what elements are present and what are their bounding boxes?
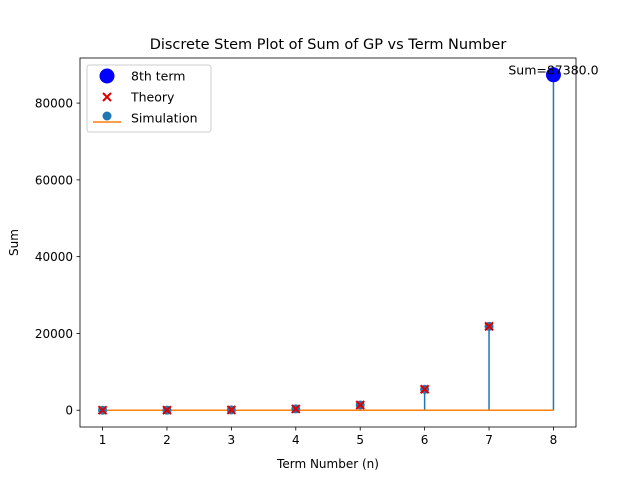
legend-box bbox=[86, 64, 212, 133]
theory-marker-stroke bbox=[355, 400, 365, 410]
x-tick-label: 6 bbox=[421, 433, 429, 447]
theory-marker-7 bbox=[484, 321, 494, 332]
theory-marker-2 bbox=[162, 405, 172, 415]
y-tick-label: 0 bbox=[65, 404, 73, 418]
y-tick-label: 40000 bbox=[35, 250, 73, 264]
theory-marker-stroke bbox=[162, 405, 172, 415]
y-tick-label: 60000 bbox=[35, 173, 73, 187]
x-tick-label: 2 bbox=[163, 433, 171, 447]
theory-marker-stroke bbox=[291, 404, 301, 414]
y-axis-ticks: 0 20000 40000 60000 80000 bbox=[35, 97, 80, 418]
x-axis-label: Term Number (n) bbox=[276, 457, 379, 471]
theory-marker-5 bbox=[355, 400, 365, 410]
chart-title: Discrete Stem Plot of Sum of GP vs Term … bbox=[150, 37, 507, 53]
legend-8th-term-label: 8th term bbox=[131, 69, 185, 84]
theory-marker-1 bbox=[97, 405, 108, 415]
x-axis-ticks: 1 2 3 4 5 6 7 8 bbox=[99, 427, 558, 447]
theory-marker-4 bbox=[291, 404, 301, 414]
theory-marker-stroke bbox=[97, 405, 108, 415]
theory-marker-6 bbox=[419, 384, 430, 394]
y-tick-label: 20000 bbox=[35, 327, 73, 341]
theory-marker-stroke bbox=[419, 384, 430, 394]
legend-8th-term-marker bbox=[99, 68, 115, 84]
x-tick-label: 4 bbox=[292, 433, 300, 447]
x-tick-label: 3 bbox=[228, 433, 236, 447]
legend-simulation-label: Simulation bbox=[131, 111, 198, 126]
legend: 8th term Theory Simulation bbox=[86, 64, 212, 133]
legend-simulation-marker bbox=[102, 111, 112, 121]
theory-marker-stroke bbox=[226, 405, 237, 415]
annotation-text: Sum=87380.0 bbox=[508, 62, 598, 77]
x-tick-label: 7 bbox=[485, 433, 493, 447]
x-tick-label: 1 bbox=[99, 433, 107, 447]
highlight-marker bbox=[545, 67, 561, 83]
y-tick-label: 80000 bbox=[35, 97, 73, 111]
legend-theory-marker bbox=[102, 92, 112, 102]
plot-frame bbox=[79, 57, 577, 428]
highlight-point-8 bbox=[545, 67, 561, 83]
theory-marker-3 bbox=[226, 405, 237, 415]
theory-marker-stroke bbox=[484, 321, 494, 332]
x-tick-label: 8 bbox=[550, 433, 558, 447]
theory-markers bbox=[97, 70, 559, 415]
y-axis-label: Sum bbox=[7, 229, 21, 256]
annotation: Sum=87380.0 bbox=[508, 62, 598, 77]
x-tick-label: 5 bbox=[356, 433, 364, 447]
legend-theory-label: Theory bbox=[130, 90, 175, 105]
